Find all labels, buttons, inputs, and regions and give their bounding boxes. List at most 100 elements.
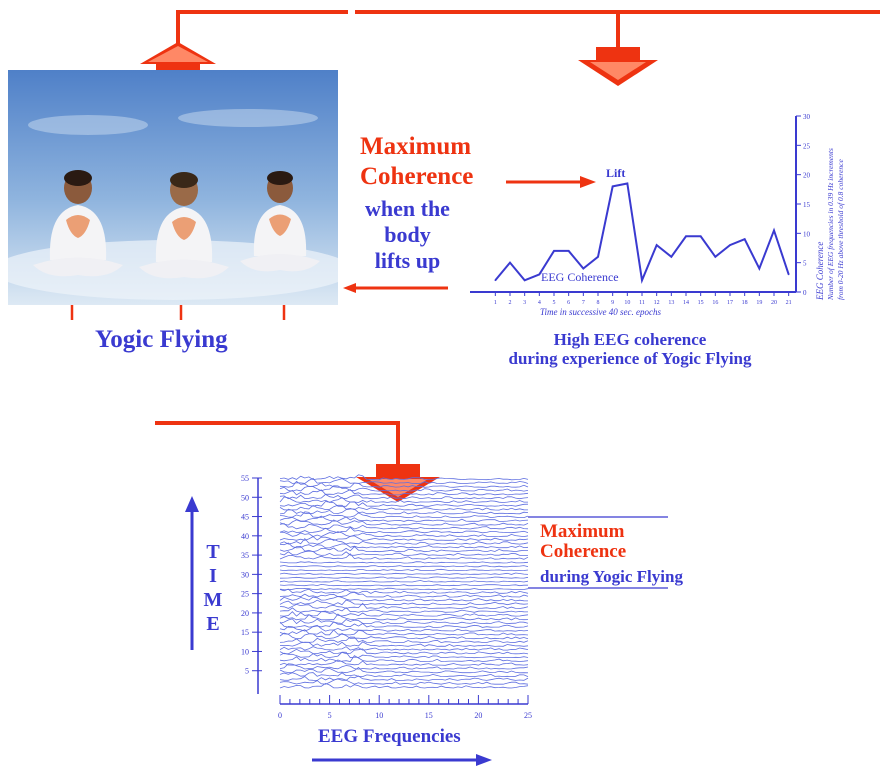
frequency-right-arrow-icon bbox=[312, 754, 492, 766]
eeg-trace-line bbox=[279, 636, 529, 644]
eeg-trace-line bbox=[279, 663, 529, 670]
x-tick-label: 18 bbox=[742, 300, 748, 306]
coherence-point bbox=[523, 279, 526, 282]
eeg-trace-line bbox=[279, 550, 528, 556]
person-figure bbox=[240, 171, 320, 272]
y-tick-label: 0 bbox=[803, 289, 807, 297]
coherence-point bbox=[729, 244, 731, 246]
x-tick-label: 7 bbox=[582, 300, 585, 306]
bottom-connector bbox=[155, 421, 400, 465]
up-arrow-icon bbox=[140, 42, 216, 78]
y-tick-label: 25 bbox=[803, 142, 811, 150]
x-tick-label: 20 bbox=[771, 300, 777, 306]
eeg-trace-line bbox=[279, 526, 529, 534]
eeg-trace-line bbox=[279, 678, 529, 685]
x-tick-label: 4 bbox=[538, 300, 541, 306]
eeg-trace-line bbox=[279, 474, 529, 481]
coherence-point bbox=[597, 255, 599, 258]
coherence-point bbox=[655, 244, 658, 246]
photo-caption: Yogic Flying bbox=[95, 326, 228, 353]
coherence-point bbox=[773, 229, 775, 232]
coherence-point bbox=[494, 279, 497, 282]
eeg-trace-line bbox=[279, 675, 529, 681]
frequency-tick-label: 0 bbox=[278, 711, 282, 720]
time-up-arrow-icon bbox=[185, 496, 199, 650]
x-tick-label: 16 bbox=[712, 300, 718, 306]
x-tick-label: 2 bbox=[509, 300, 512, 306]
eeg-trace-line bbox=[279, 565, 529, 568]
coherence-point bbox=[787, 273, 790, 276]
eeg-trace-line bbox=[279, 489, 529, 496]
eeg-trace-line bbox=[279, 651, 529, 659]
eeg-trace-line bbox=[279, 629, 529, 636]
eeg-trace-line bbox=[279, 624, 529, 632]
time-tick-label: 10 bbox=[241, 647, 249, 656]
top-left-connector bbox=[176, 10, 348, 50]
x-tick-label: 6 bbox=[567, 300, 570, 306]
x-tick-label: 10 bbox=[624, 300, 630, 306]
time-tick-label: 30 bbox=[241, 570, 249, 579]
coherence-point bbox=[553, 250, 555, 252]
coherence-text: Coherence bbox=[360, 163, 474, 190]
eeg-trace-line bbox=[279, 621, 529, 628]
coherence-point bbox=[670, 255, 673, 258]
time-tick-label: 55 bbox=[241, 474, 249, 483]
eeg-trace-line bbox=[279, 485, 529, 492]
lift-label: Lift bbox=[606, 166, 626, 180]
eeg-trace-line bbox=[279, 572, 529, 575]
eeg-trace-line bbox=[279, 580, 529, 583]
time-tick-label: 45 bbox=[241, 513, 249, 522]
yogic-flying-photo bbox=[8, 70, 338, 305]
eeg-trace-line bbox=[279, 587, 529, 591]
left-arrow-icon bbox=[343, 283, 448, 293]
eeg-trace-line bbox=[279, 501, 529, 507]
eeg-trace-line bbox=[279, 672, 529, 678]
eeg-trace-line bbox=[279, 595, 529, 602]
eeg-trace-line bbox=[279, 519, 529, 526]
time-letter: M bbox=[203, 589, 223, 611]
spectrogram-maximum-coherence-label: Maximum Coherence bbox=[540, 522, 626, 562]
eeg-trace-line bbox=[279, 545, 528, 553]
coherence-x-axis-title: Time in successive 40 sec. epochs bbox=[540, 307, 661, 317]
person-figure bbox=[33, 170, 123, 277]
eeg-trace-line bbox=[279, 537, 529, 545]
during-yogic-flying-label: during Yogic Flying bbox=[540, 567, 683, 586]
eeg-trace-line bbox=[279, 576, 529, 579]
eeg-frequencies-label: EEG Frequencies bbox=[318, 726, 461, 747]
coherence-text: Coherence bbox=[540, 541, 627, 562]
x-tick-label: 5 bbox=[553, 300, 556, 306]
time-tick-label: 15 bbox=[241, 628, 249, 637]
coherence-point bbox=[567, 250, 570, 252]
eeg-trace-line bbox=[279, 602, 529, 609]
coherence-point bbox=[641, 279, 643, 282]
eeg-trace-line bbox=[279, 523, 529, 530]
person-figure bbox=[139, 172, 229, 279]
eeg-trace-line bbox=[279, 599, 529, 606]
down-arrow-icon bbox=[578, 47, 658, 86]
eeg-trace-line bbox=[279, 618, 529, 625]
y-tick-label: 5 bbox=[803, 260, 807, 268]
eeg-trace-line bbox=[279, 666, 529, 674]
maximum-text: Maximum bbox=[360, 133, 472, 160]
eeg-trace-line bbox=[279, 477, 529, 485]
time-axis-label: T I M E bbox=[201, 540, 225, 636]
x-tick-label: 9 bbox=[611, 300, 614, 306]
when-the-text: when the bbox=[365, 196, 450, 221]
eeg-trace-line bbox=[279, 504, 529, 511]
x-tick-label: 15 bbox=[698, 300, 704, 306]
eeg-trace-line bbox=[279, 535, 529, 541]
time-tick-label: 35 bbox=[241, 551, 249, 560]
eeg-trace-line bbox=[279, 583, 528, 587]
caption-line2: during experience of Yogic Flying bbox=[508, 349, 752, 368]
coherence-chart-caption: High EEG coherence during experience of … bbox=[470, 330, 790, 368]
coherence-point bbox=[538, 273, 541, 276]
y-title-line3: from 0-20 Hz above threshold of 0.8 cohe… bbox=[836, 159, 845, 300]
eeg-trace-line bbox=[279, 632, 529, 640]
when-body-lifts-label: when the body lifts up bbox=[365, 196, 450, 274]
x-tick-label: 17 bbox=[727, 300, 733, 306]
coherence-point bbox=[582, 267, 585, 270]
frequency-tick-label: 25 bbox=[524, 711, 532, 720]
x-tick-label: 14 bbox=[683, 300, 689, 306]
eeg-trace-line bbox=[279, 493, 529, 500]
